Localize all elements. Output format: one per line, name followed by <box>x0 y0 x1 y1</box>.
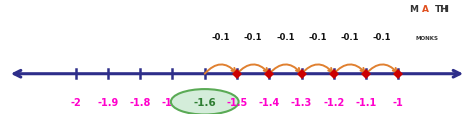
Text: -1.3: -1.3 <box>291 97 312 107</box>
FancyArrowPatch shape <box>237 65 268 74</box>
Text: -1.9: -1.9 <box>97 97 118 107</box>
FancyArrowPatch shape <box>269 65 300 74</box>
Text: -1.6: -1.6 <box>193 97 216 107</box>
Text: -1: -1 <box>393 97 404 107</box>
Text: -1.5: -1.5 <box>227 97 247 107</box>
FancyArrowPatch shape <box>205 65 236 74</box>
Text: MONKS: MONKS <box>415 36 438 41</box>
Text: -1.1: -1.1 <box>356 97 377 107</box>
Text: -0.1: -0.1 <box>309 33 327 42</box>
FancyArrowPatch shape <box>301 65 332 74</box>
Text: -0.1: -0.1 <box>211 33 230 42</box>
Text: M: M <box>439 4 448 13</box>
Text: TH: TH <box>435 4 449 13</box>
Text: -1.8: -1.8 <box>129 97 151 107</box>
Text: A: A <box>422 4 429 13</box>
Text: -1.7: -1.7 <box>162 97 183 107</box>
Ellipse shape <box>171 89 238 115</box>
Text: -0.1: -0.1 <box>373 33 392 42</box>
FancyArrowPatch shape <box>334 65 365 74</box>
Text: M: M <box>409 4 418 13</box>
Text: -0.1: -0.1 <box>244 33 263 42</box>
Text: -1.2: -1.2 <box>323 97 345 107</box>
Text: -0.1: -0.1 <box>276 33 295 42</box>
Text: -2: -2 <box>70 97 81 107</box>
Text: M: M <box>437 4 448 13</box>
Text: -0.1: -0.1 <box>341 33 359 42</box>
FancyArrowPatch shape <box>366 65 397 74</box>
Text: -1.4: -1.4 <box>259 97 280 107</box>
